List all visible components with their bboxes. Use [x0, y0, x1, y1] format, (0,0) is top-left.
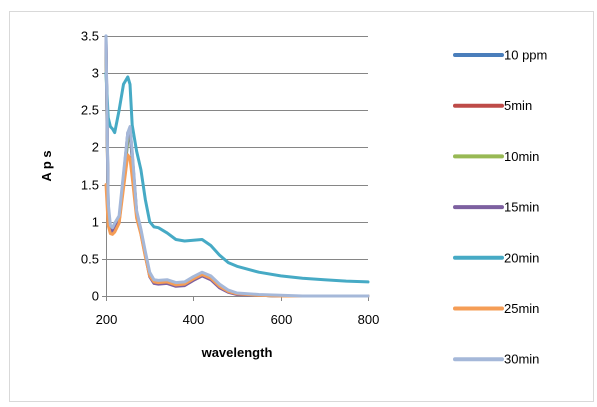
legend-label: 10 ppm — [504, 48, 547, 63]
x-tick-label: 200 — [96, 312, 118, 327]
x-tick-label: 600 — [271, 312, 293, 327]
x-tick-label: 800 — [358, 312, 380, 327]
y-tick-label: 1.5 — [81, 178, 99, 193]
legend-label: 20min — [504, 250, 539, 265]
series-line-7 — [104, 34, 370, 298]
legend-label: 25min — [504, 301, 539, 316]
y-tick-label: 2.5 — [81, 103, 99, 118]
series-group — [104, 34, 370, 298]
legend: 10 ppm 5min 10min 15min 20min 25min 30min — [453, 48, 547, 367]
y-tick-label: 0.5 — [81, 252, 99, 267]
x-axis-title: wavelength — [201, 345, 273, 360]
tick-labels: 0 0.5 1 1.5 2 2.5 3 3.5 200 400 600 800 — [81, 29, 379, 328]
legend-label: 10min — [504, 149, 539, 164]
x-tick-label: 400 — [183, 312, 205, 327]
legend-label: 15min — [504, 200, 539, 215]
y-tick-label: 2 — [92, 140, 99, 155]
y-tick-label: 0 — [92, 289, 99, 304]
series-line-5 — [104, 71, 370, 284]
y-axis-title: A p s — [39, 150, 54, 181]
legend-label: 30min — [504, 352, 539, 367]
legend-label: 5min — [504, 98, 532, 113]
y-tick-label: 3 — [92, 66, 99, 81]
y-tick-label: 1 — [92, 215, 99, 230]
y-tick-label: 3.5 — [81, 29, 99, 44]
